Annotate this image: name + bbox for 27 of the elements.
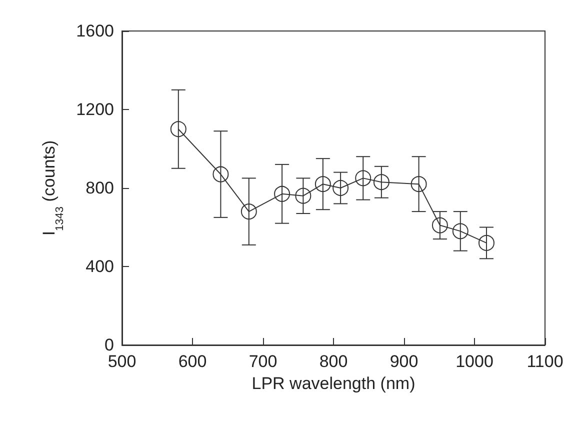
point <box>432 217 448 234</box>
y-tick-label: 1200 <box>76 100 114 119</box>
point <box>355 170 372 186</box>
y-tick-label: 400 <box>86 257 114 276</box>
x-tick-label: 700 <box>248 352 278 371</box>
point <box>212 166 229 182</box>
x-tick-label: 1000 <box>456 352 494 371</box>
point <box>314 176 331 192</box>
x-tick-label: 1100 <box>526 352 564 371</box>
x-axis-title: LPR wavelength (nm) <box>252 374 416 393</box>
point <box>240 204 257 220</box>
point <box>478 234 494 251</box>
point <box>452 223 468 240</box>
y-axis-title: I1343 (counts) <box>39 140 66 236</box>
point <box>410 176 427 192</box>
y-tick-label: 800 <box>86 178 114 198</box>
point <box>170 121 186 138</box>
y-tick-label: 1600 <box>76 22 114 40</box>
x-tick-label: 900 <box>390 352 418 371</box>
point <box>332 180 349 196</box>
y-tick-label: 0 <box>104 336 114 354</box>
x-tick-label: 500 <box>108 352 136 371</box>
x-tick-label: 800 <box>319 352 348 371</box>
point <box>295 188 312 204</box>
point <box>274 186 290 202</box>
x-tick-label: 600 <box>178 352 207 371</box>
point <box>373 174 390 190</box>
